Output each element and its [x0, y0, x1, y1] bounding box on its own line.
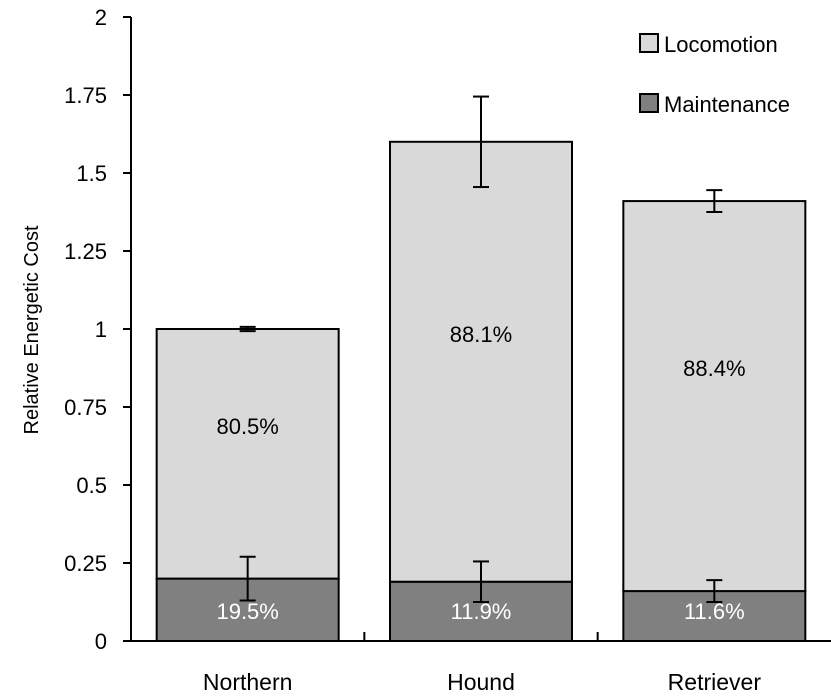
legend-label-maintenance: Maintenance: [664, 92, 790, 117]
y-tick-label-1: 1: [95, 317, 107, 342]
y-tick-label-1-25: 1.25: [64, 239, 107, 264]
x-tick-label-retriever: Retriever: [668, 669, 762, 695]
percent-label-locomotion-hound: 88.1%: [450, 322, 512, 347]
error-bar-locomotion-hound: [473, 95, 489, 189]
legend-item-locomotion: Locomotion: [639, 32, 778, 57]
y-tick-label-2: 2: [95, 5, 107, 30]
bar-locomotion-retriever: [622, 200, 807, 593]
percent-label-locomotion-northern: 80.5%: [216, 414, 278, 439]
error-bar-maintenance-northern: [239, 555, 256, 602]
y-axis-title: Relative Energetic Cost: [21, 225, 43, 434]
bar-locomotion-hound: [389, 140, 573, 583]
y-tick-label-1-5: 1.5: [76, 161, 107, 186]
legend: Locomotion Maintenance: [639, 32, 790, 117]
legend-swatch-locomotion: [639, 33, 659, 53]
error-bars-layer: [239, 95, 723, 603]
legend-swatch-maintenance: [639, 93, 659, 113]
percent-label-maintenance-hound: 11.9%: [451, 599, 512, 624]
error-bar-maintenance-hound: [473, 560, 489, 603]
error-bar-locomotion-retriever: [706, 189, 723, 213]
percentage-labels-layer: 19.5% 80.5% 11.9% 88.1% 11.6% 88.4%: [216, 322, 745, 624]
percent-label-locomotion-retriever: 88.4%: [683, 356, 745, 381]
x-tick-label-hound: Hound: [447, 669, 515, 695]
legend-label-locomotion: Locomotion: [664, 32, 778, 57]
y-tick-label-0-75: 0.75: [64, 395, 107, 420]
error-bar-locomotion-northern: [239, 325, 256, 333]
bars-layer: [155, 140, 807, 643]
percent-label-maintenance-retriever: 11.6%: [684, 599, 745, 624]
y-tick-label-0-25: 0.25: [64, 551, 107, 576]
x-tick-label-northern: Northern: [203, 669, 292, 695]
axes-layer: Northern Hound Retriever 0 0.25 0.5 0.75 1 1.25 1…: [64, 5, 831, 695]
legend-item-maintenance: Maintenance: [639, 92, 790, 117]
percent-label-maintenance-northern: 19.5%: [216, 599, 278, 624]
y-tick-label-1-75: 1.75: [64, 83, 107, 108]
y-tick-label-0: 0: [95, 629, 107, 654]
error-bar-maintenance-retriever: [706, 579, 723, 603]
y-tick-label-0-5: 0.5: [76, 473, 107, 498]
bar-locomotion-northern: [155, 328, 340, 580]
